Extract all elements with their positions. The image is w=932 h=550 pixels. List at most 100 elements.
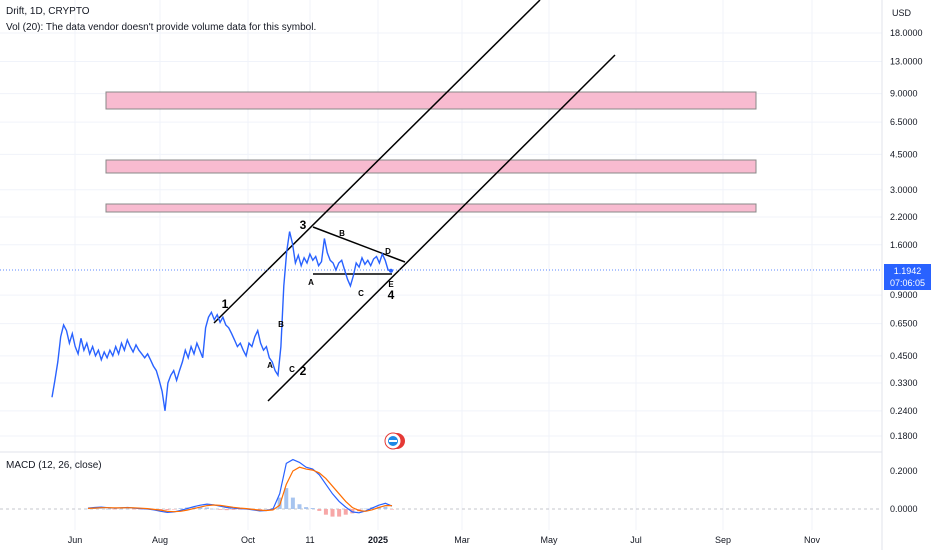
price-tick-label: 0.2400 (890, 406, 918, 416)
price-tick-label: 0.6500 (890, 319, 918, 329)
time-tick-label: Jul (630, 535, 642, 545)
trend-line (213, 0, 541, 324)
price-tick-label: 6.5000 (890, 117, 918, 127)
time-tick-label: 2025 (368, 535, 388, 545)
macd-hist-bar (119, 509, 124, 510)
last-price-dot (389, 268, 393, 273)
time-tick-label: Aug (152, 535, 168, 545)
macd-hist-bar (290, 497, 295, 509)
macd-hist-bar (178, 508, 183, 509)
macd-hist-bar (86, 508, 90, 510)
wave-sub-label: A (267, 361, 273, 370)
channel-lines (213, 0, 616, 402)
macd-hist-bar (343, 509, 348, 515)
macd-hist-bar (304, 507, 309, 509)
macd-hist-bar (138, 509, 143, 510)
macd-tick-label: 0.2000 (890, 466, 918, 476)
price-tick-label: 9.0000 (890, 89, 918, 99)
macd-hist-bar (125, 508, 130, 510)
signal-line (87, 466, 392, 513)
time-tick-label: Nov (804, 535, 821, 545)
macd-hist-bar (99, 508, 104, 509)
price-tick-label: 3.0000 (890, 185, 918, 195)
macd-histogram (86, 488, 394, 517)
price-tick-label: 13.0000 (890, 56, 923, 66)
macd-hist-bar (350, 509, 355, 514)
wave-label: 3 (300, 218, 307, 232)
grid (0, 0, 882, 530)
price-tick-label: 1.6000 (890, 240, 918, 250)
macd-hist-bar (224, 509, 229, 511)
macd-hist-bar (92, 508, 97, 509)
macd-hist-bar (198, 507, 203, 509)
wave-label: 4 (388, 288, 395, 302)
symbol-title[interactable]: Drift, 1D, CRYPTO (6, 6, 90, 17)
macd-hist-bar (277, 497, 282, 509)
wave-sub-label: C (358, 289, 364, 298)
macd-hist-bar (257, 509, 262, 510)
price-tick-label: 0.4500 (890, 351, 918, 361)
wave-label: 2 (300, 364, 307, 378)
macd-hist-bar (132, 509, 137, 510)
macd-hist-bar (204, 507, 209, 509)
event-flag-icon[interactable] (384, 432, 405, 450)
price-tick-label: 0.9000 (890, 290, 918, 300)
time-tick-label: 11 (305, 535, 314, 545)
macd-hist-bar (238, 509, 242, 510)
price-axis[interactable]: 18.0000 13.0000 9.0000 6.5000 4.5000 3.0000 2.… (890, 28, 923, 441)
time-tick-label: Mar (454, 535, 470, 545)
wave-sub-label: B (278, 320, 284, 329)
volume-notice: Vol (20): The data vendor doesn't provid… (6, 22, 317, 33)
resistance-zone (105, 159, 757, 174)
macd-hist-bar (171, 509, 176, 510)
macd-hist-bar (363, 508, 368, 510)
macd-hist-bar (231, 509, 236, 510)
time-tick-label: May (540, 535, 558, 545)
trend-line (267, 54, 616, 402)
macd-hist-bar (317, 509, 322, 511)
bar-countdown: 07:06:05 (889, 278, 926, 288)
price-tick-label: 18.0000 (890, 28, 923, 38)
currency-label[interactable]: USD (892, 8, 912, 18)
wave-labels: 1 2 3 4 A B C A B C D E (222, 218, 395, 378)
macd-hist-bar (264, 509, 269, 510)
macd-tick-label: 0.0000 (890, 504, 918, 514)
wave-sub-label: B (339, 229, 345, 238)
wave-sub-label: E (388, 280, 394, 289)
macd-hist-bar (112, 509, 117, 510)
price-tick-label: 0.3300 (890, 378, 918, 388)
price-tick-label: 2.2000 (890, 212, 918, 222)
wave-label: 1 (222, 297, 229, 311)
macd-hist-bar (310, 508, 315, 509)
macd-axis[interactable]: 0.2000 0.0000 (890, 466, 918, 514)
time-tick-label: Oct (241, 535, 256, 545)
macd-hist-bar (330, 509, 335, 517)
macd-hist-bar (323, 509, 328, 515)
macd-hist-bar (390, 509, 394, 510)
macd-hist-bar (337, 509, 342, 517)
price-tick-label: 4.5000 (890, 149, 918, 159)
macd-hist-bar (297, 504, 302, 509)
trend-line (312, 226, 406, 263)
price-series-line (51, 231, 392, 411)
wave-sub-label: A (308, 278, 314, 287)
time-tick-label: Jun (68, 535, 83, 545)
time-tick-label: Sep (715, 535, 731, 545)
macd-hist-bar (284, 488, 289, 509)
macd-label[interactable]: MACD (12, 26, close) (6, 460, 102, 471)
last-price-value: 1.1942 (893, 266, 922, 276)
wave-sub-label: C (289, 365, 295, 374)
resistance-zone (105, 91, 757, 110)
wave-sub-label: D (385, 247, 391, 256)
price-tick-label: 0.1800 (890, 431, 918, 441)
macd-hist-bar (383, 506, 388, 509)
macd-hist-bar (165, 509, 170, 511)
last-price-tag: 1.1942 07:06:05 (884, 264, 931, 290)
macd-hist-bar (218, 509, 223, 510)
resistance-zones (105, 91, 757, 213)
time-axis[interactable]: Jun Aug Oct 11 2025 Mar May Jul Sep Nov (68, 535, 821, 545)
macd-line (87, 458, 393, 514)
macd-hist-bar (211, 508, 216, 510)
macd-hist-bar (105, 509, 110, 510)
